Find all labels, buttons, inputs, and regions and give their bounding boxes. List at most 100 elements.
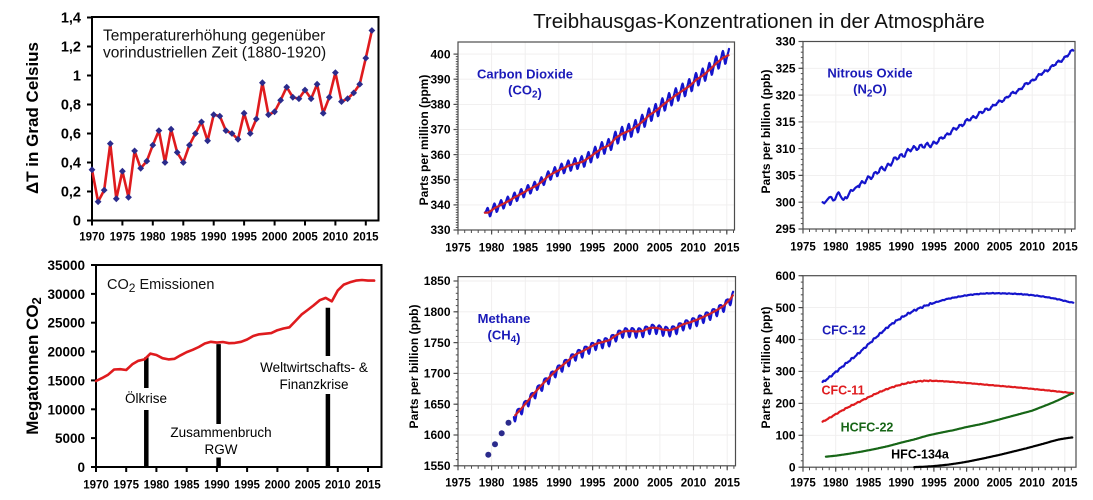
svg-text:500: 500 [775,301,795,315]
svg-text:1990: 1990 [201,232,227,244]
svg-text:340: 340 [430,198,450,212]
svg-text:CO2 Emissionen: CO2 Emissionen [107,277,214,295]
svg-text:5000: 5000 [55,431,85,446]
svg-text:CFC-11: CFC-11 [821,384,864,398]
svg-text:2010: 2010 [323,232,349,244]
svg-text:15000: 15000 [47,373,85,388]
svg-text:1975: 1975 [790,478,816,490]
svg-text:295: 295 [775,222,795,236]
svg-text:310: 310 [775,142,795,156]
svg-text:1975: 1975 [113,480,139,492]
svg-text:1975: 1975 [445,243,471,255]
svg-text:20000: 20000 [47,345,85,360]
svg-text:2015: 2015 [714,243,740,255]
svg-text:1990: 1990 [888,242,914,254]
svg-text:1995: 1995 [231,232,257,244]
svg-text:1985: 1985 [856,478,882,490]
svg-text:320: 320 [775,88,795,102]
svg-text:2000: 2000 [613,243,639,255]
svg-text:1650: 1650 [424,397,451,411]
svg-text:Parts per trillion (ppt): Parts per trillion (ppt) [759,306,773,428]
svg-text:1990: 1990 [546,243,572,255]
svg-text:CFC-12: CFC-12 [822,324,866,338]
svg-text:1995: 1995 [580,478,606,490]
svg-text:200: 200 [775,397,795,411]
svg-text:1750: 1750 [424,336,451,350]
svg-text:300: 300 [775,195,795,209]
svg-text:600: 600 [775,269,795,283]
svg-text:1995: 1995 [921,242,947,254]
svg-text:Nitrous Oxide: Nitrous Oxide [827,66,912,81]
svg-text:2005: 2005 [987,242,1013,254]
svg-text:1985: 1985 [856,242,882,254]
svg-text:ΔT in Grad Celsius: ΔT in Grad Celsius [23,42,42,194]
svg-text:0,6: 0,6 [61,127,81,143]
svg-text:vorindustriellen Zeit (1880-19: vorindustriellen Zeit (1880-1920) [103,45,326,62]
svg-text:360: 360 [430,148,450,162]
svg-text:2000: 2000 [262,232,288,244]
svg-text:Ölkrise: Ölkrise [125,391,167,406]
svg-text:Treibhausgas-Konzentrationen i: Treibhausgas-Konzentrationen in der Atmo… [533,10,985,33]
svg-text:0: 0 [789,460,796,474]
svg-text:330: 330 [775,35,795,49]
svg-text:1990: 1990 [204,480,230,492]
svg-text:Finanzkrise: Finanzkrise [279,377,348,392]
svg-text:2010: 2010 [1019,478,1045,490]
svg-text:(N2O): (N2O) [853,82,887,100]
svg-text:Megatonnen CO2: Megatonnen CO2 [23,297,44,435]
svg-text:2015: 2015 [353,232,379,244]
svg-text:2015: 2015 [714,478,740,490]
svg-text:2005: 2005 [987,478,1013,490]
svg-text:1975: 1975 [445,478,471,490]
svg-text:2000: 2000 [954,242,980,254]
svg-text:1: 1 [73,69,81,85]
svg-text:1985: 1985 [171,232,197,244]
svg-text:1990: 1990 [546,478,572,490]
svg-text:Zusammenbruch: Zusammenbruch [170,425,271,440]
svg-text:390: 390 [430,72,450,86]
svg-text:1980: 1980 [823,478,849,490]
svg-text:370: 370 [430,123,450,137]
svg-text:2015: 2015 [355,480,381,492]
svg-text:400: 400 [775,333,795,347]
svg-text:1980: 1980 [823,242,849,254]
svg-text:HFC-134a: HFC-134a [891,448,950,462]
svg-text:2005: 2005 [292,232,318,244]
svg-text:1995: 1995 [580,243,606,255]
svg-text:1980: 1980 [479,243,505,255]
svg-text:0: 0 [77,460,85,475]
svg-text:Weltwirtschafts- &: Weltwirtschafts- & [260,360,368,375]
svg-text:1985: 1985 [512,243,538,255]
svg-text:0: 0 [73,214,81,230]
svg-text:Methane: Methane [478,311,531,326]
svg-text:2015: 2015 [1052,478,1078,490]
svg-text:380: 380 [430,98,450,112]
svg-text:1,4: 1,4 [61,11,81,27]
svg-text:35000: 35000 [47,258,85,273]
svg-text:1975: 1975 [790,242,816,254]
svg-text:1985: 1985 [174,480,200,492]
svg-text:25000: 25000 [47,316,85,331]
svg-text:1850: 1850 [424,274,451,288]
svg-text:330: 330 [430,223,450,237]
svg-text:1800: 1800 [424,305,451,319]
svg-text:2010: 2010 [325,480,351,492]
svg-text:300: 300 [775,365,795,379]
svg-text:1995: 1995 [234,480,260,492]
svg-text:1975: 1975 [110,232,136,244]
svg-text:1,2: 1,2 [61,40,81,56]
svg-text:1985: 1985 [513,478,539,490]
svg-text:Temperaturerhöhung gegenüber: Temperaturerhöhung gegenüber [103,28,325,45]
svg-text:0,2: 0,2 [61,185,81,201]
svg-text:1995: 1995 [921,478,947,490]
svg-text:10000: 10000 [47,402,85,417]
svg-text:305: 305 [775,169,795,183]
svg-text:Parts per million (ppm): Parts per million (ppm) [417,75,431,206]
svg-text:2005: 2005 [295,480,321,492]
svg-text:100: 100 [775,429,795,443]
svg-text:1990: 1990 [888,478,914,490]
svg-text:2010: 2010 [680,243,706,255]
svg-text:2010: 2010 [681,478,707,490]
svg-text:2005: 2005 [647,243,673,255]
svg-text:1980: 1980 [144,480,170,492]
